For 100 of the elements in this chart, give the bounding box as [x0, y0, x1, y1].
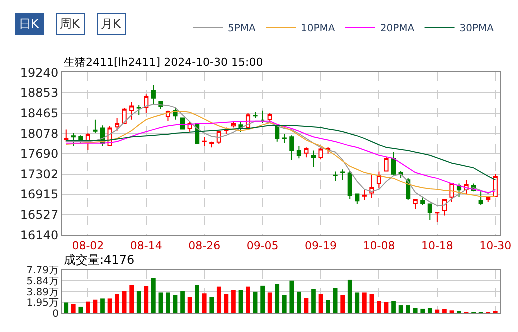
bar — [377, 301, 382, 314]
bar — [180, 291, 185, 314]
candlestick — [391, 152, 396, 176]
bar — [268, 292, 272, 314]
candlestick — [231, 120, 236, 128]
y-tick-label: 0 — [52, 308, 59, 320]
x-tick-label: 10-30 — [480, 239, 512, 252]
bar — [115, 294, 120, 314]
bar — [333, 288, 338, 314]
x-tick-label: 08-02 — [72, 239, 104, 252]
candlestick — [136, 104, 142, 116]
bar — [355, 292, 360, 314]
candlestick — [290, 135, 294, 161]
line-series — [66, 110, 496, 198]
y-tick-label: 1.95万 — [26, 298, 59, 310]
candlestick — [420, 196, 426, 206]
bar — [173, 295, 178, 314]
candlestick — [210, 141, 214, 148]
bar — [232, 290, 236, 314]
bar — [86, 302, 90, 314]
bar — [108, 298, 112, 314]
bar — [202, 294, 207, 314]
bar — [151, 278, 156, 314]
y-tick-label: 18465 — [20, 106, 59, 120]
line-series — [66, 120, 496, 194]
candlestick — [384, 157, 389, 172]
bar — [238, 290, 244, 314]
bar — [210, 297, 214, 314]
candlestick — [376, 171, 382, 190]
bar — [100, 298, 105, 314]
y-tick-label: 18078 — [20, 126, 59, 141]
bar — [130, 285, 134, 314]
chart-title: 成交量:4176 — [64, 253, 135, 267]
bar — [384, 302, 389, 314]
candlestick — [275, 124, 280, 142]
bar — [93, 300, 98, 314]
bar — [370, 294, 374, 314]
x-tick-label: 08-14 — [130, 239, 162, 252]
candlestick — [71, 132, 76, 147]
x-tick-label: 09-19 — [305, 239, 338, 252]
candlestick — [130, 102, 134, 120]
candlestick — [435, 212, 440, 223]
bar — [260, 286, 265, 314]
bar — [122, 291, 127, 314]
bar — [312, 289, 316, 314]
bar — [195, 285, 200, 314]
candlestick — [260, 110, 266, 124]
y-tick-label: 17690 — [20, 147, 59, 162]
bar — [224, 294, 229, 314]
candlestick — [144, 94, 149, 114]
bar — [392, 301, 396, 314]
bar — [290, 280, 294, 314]
bar — [144, 286, 149, 314]
candlestick — [151, 84, 156, 106]
bar — [188, 297, 192, 314]
bar — [326, 300, 330, 314]
chart-title: 生猪2411[lh2411] 2024-10-30 15:00 — [64, 56, 264, 69]
bar — [318, 294, 324, 314]
candlestick — [493, 174, 498, 198]
line-series — [66, 104, 496, 206]
bar — [348, 280, 352, 314]
candlestick — [268, 113, 272, 124]
candlestick — [486, 196, 491, 203]
y-tick-label: 16915 — [20, 188, 59, 202]
y-tick-label: 19240 — [20, 66, 59, 80]
y-tick-label: 17302 — [20, 167, 59, 182]
bar — [71, 304, 76, 314]
candlestick — [202, 136, 207, 147]
candlestick — [282, 134, 287, 144]
candlestick — [362, 189, 367, 202]
text: 月K — [101, 17, 122, 31]
y-tick-label: 16527 — [20, 208, 59, 222]
candlestick — [333, 171, 338, 182]
candlestick — [318, 146, 324, 160]
bar — [450, 310, 454, 314]
candlestick — [311, 150, 316, 168]
text: 周K — [60, 17, 81, 31]
bar — [246, 286, 250, 314]
legend-label: 20PMA — [380, 23, 415, 34]
x-tick-label: 10-18 — [421, 239, 454, 252]
bar — [166, 292, 170, 314]
y-tick-label: 18853 — [20, 86, 59, 100]
line-series — [66, 125, 496, 181]
candlestick — [93, 119, 98, 134]
bar — [216, 286, 222, 314]
legend-label: 10PMA — [301, 23, 336, 34]
y-tick-label: 5.84万 — [26, 276, 59, 288]
text: 日K — [19, 17, 40, 31]
candlestick — [348, 170, 352, 200]
bar — [158, 292, 164, 314]
candlestick — [370, 174, 374, 198]
candlestick — [413, 198, 418, 210]
candlestick — [304, 147, 309, 158]
bar — [398, 306, 404, 314]
candlestick — [450, 182, 454, 203]
candlestick — [340, 169, 346, 181]
x-tick-label: 09-05 — [246, 239, 279, 252]
bar — [297, 292, 302, 314]
x-tick-label: 08-26 — [188, 239, 221, 252]
bar — [282, 295, 287, 314]
